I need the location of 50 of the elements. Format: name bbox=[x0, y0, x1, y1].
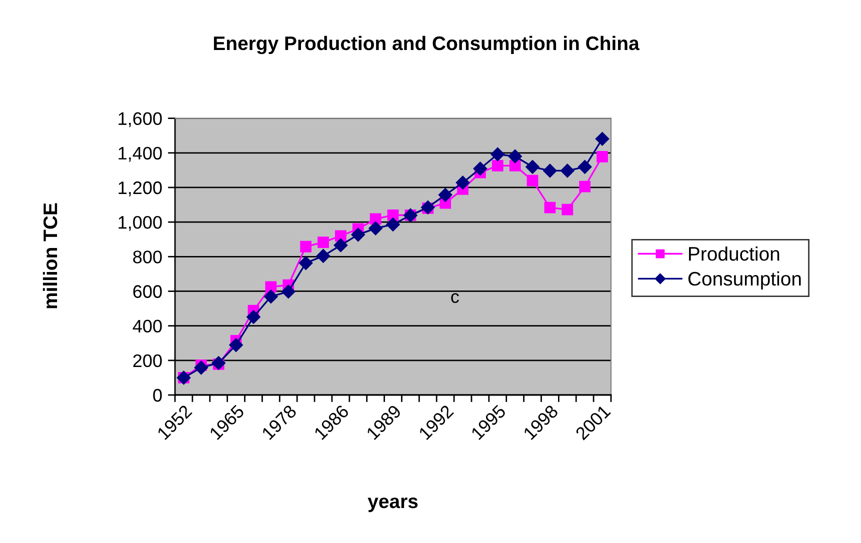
point bbox=[281, 284, 296, 298]
point bbox=[421, 200, 435, 214]
point bbox=[544, 202, 556, 214]
y-tick-label: 200 bbox=[133, 354, 162, 368]
point bbox=[334, 238, 348, 252]
point bbox=[370, 213, 382, 225]
chart-title: Energy Production and Consumption in China bbox=[214, 36, 640, 54]
y-tick-label: 1,000 bbox=[118, 216, 162, 231]
point bbox=[456, 176, 470, 190]
point bbox=[492, 160, 504, 172]
y-tick-label: 800 bbox=[133, 250, 162, 264]
point bbox=[212, 356, 226, 370]
point bbox=[578, 160, 592, 174]
y-tick-label: 1,200 bbox=[118, 181, 162, 196]
point bbox=[298, 256, 313, 270]
point bbox=[490, 147, 505, 162]
point bbox=[543, 164, 557, 178]
point bbox=[509, 160, 521, 172]
y-tick-label: 400 bbox=[132, 320, 162, 333]
point bbox=[264, 290, 278, 304]
point bbox=[351, 228, 365, 242]
y-axis-title: million TCE bbox=[42, 203, 58, 308]
legend-label: Consumption bbox=[688, 271, 801, 290]
point bbox=[508, 149, 522, 164]
point bbox=[318, 236, 329, 248]
point bbox=[334, 230, 346, 242]
point bbox=[596, 150, 608, 162]
y-tick-label: 1,600 bbox=[118, 112, 162, 128]
point bbox=[194, 360, 208, 375]
point bbox=[560, 164, 574, 178]
y-tick-label: 0 bbox=[153, 388, 162, 402]
point bbox=[526, 174, 538, 186]
point bbox=[562, 204, 574, 216]
point bbox=[300, 240, 312, 252]
point bbox=[368, 221, 382, 236]
x-axis-title: years bbox=[368, 498, 418, 512]
point bbox=[246, 310, 260, 324]
point bbox=[595, 132, 610, 146]
point bbox=[386, 218, 400, 232]
point bbox=[473, 162, 488, 176]
legend-label: Production bbox=[689, 246, 780, 261]
point bbox=[316, 249, 330, 263]
annotation: c bbox=[451, 293, 459, 303]
point bbox=[579, 180, 591, 192]
point bbox=[265, 281, 277, 293]
y-tick-label: 600 bbox=[133, 285, 162, 298]
point bbox=[526, 160, 540, 174]
point bbox=[229, 338, 243, 352]
y-tick-label: 1,400 bbox=[118, 146, 162, 162]
point bbox=[438, 188, 452, 202]
